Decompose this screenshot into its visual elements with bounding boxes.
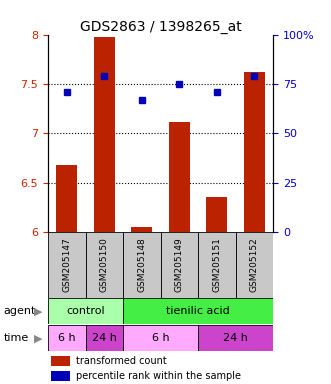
Text: GSM205152: GSM205152 — [250, 238, 259, 292]
Bar — [198, 232, 236, 298]
Text: transformed count: transformed count — [76, 356, 166, 366]
Text: GSM205148: GSM205148 — [137, 238, 146, 292]
Bar — [48, 325, 85, 351]
Bar — [198, 325, 273, 351]
Bar — [236, 232, 273, 298]
Bar — [123, 232, 161, 298]
Text: control: control — [66, 306, 105, 316]
Bar — [244, 72, 265, 232]
Bar — [94, 36, 115, 232]
Text: GSM205150: GSM205150 — [100, 238, 109, 292]
Bar — [56, 165, 77, 232]
Text: ▶: ▶ — [34, 306, 42, 316]
Text: ▶: ▶ — [34, 333, 42, 343]
Bar — [48, 298, 123, 324]
Text: 6 h: 6 h — [152, 333, 169, 343]
Text: 6 h: 6 h — [58, 333, 75, 343]
Bar — [85, 232, 123, 298]
Text: percentile rank within the sample: percentile rank within the sample — [76, 371, 241, 381]
Text: GSM205151: GSM205151 — [212, 238, 221, 292]
Bar — [123, 298, 273, 324]
Title: GDS2863 / 1398265_at: GDS2863 / 1398265_at — [80, 20, 241, 33]
Bar — [169, 122, 190, 232]
Bar — [51, 356, 70, 366]
Text: tienilic acid: tienilic acid — [166, 306, 230, 316]
Text: GSM205149: GSM205149 — [175, 238, 184, 292]
Text: agent: agent — [3, 306, 36, 316]
Bar — [161, 232, 198, 298]
Text: GSM205147: GSM205147 — [62, 238, 71, 292]
Bar — [131, 227, 152, 232]
Bar — [207, 197, 227, 232]
Text: 24 h: 24 h — [223, 333, 248, 343]
Text: time: time — [3, 333, 28, 343]
Bar — [51, 371, 70, 381]
Bar — [123, 325, 198, 351]
Text: 24 h: 24 h — [92, 333, 117, 343]
Bar — [48, 232, 85, 298]
Bar — [85, 325, 123, 351]
